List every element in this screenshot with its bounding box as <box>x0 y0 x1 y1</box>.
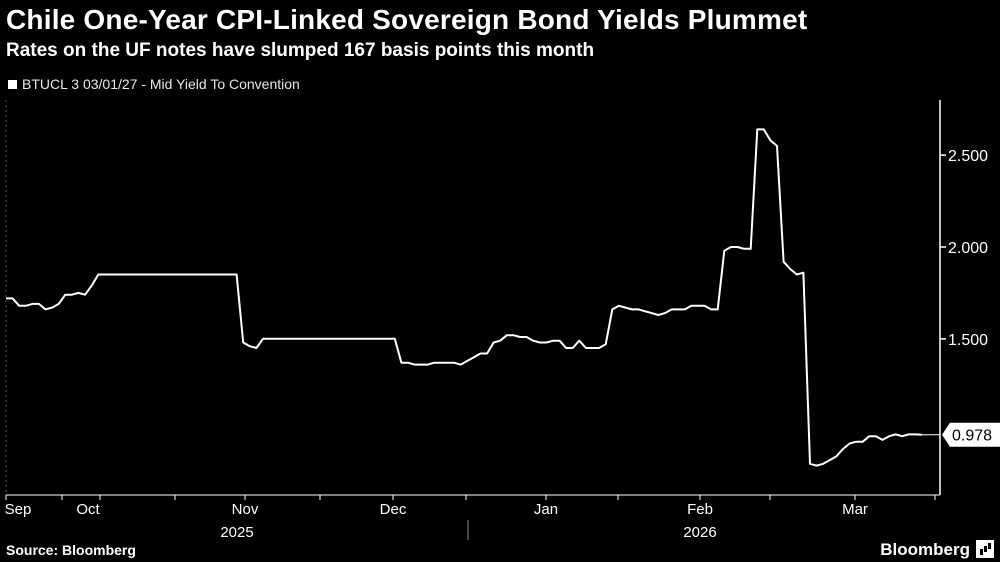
last-value-label: 0.978 <box>952 428 992 445</box>
brand-logo-text: Bloomberg <box>880 540 970 559</box>
x-tick-label: Oct <box>76 501 100 518</box>
x-tick-label: Feb <box>687 501 713 518</box>
source-note: Source: Bloomberg <box>6 542 136 558</box>
chart-title: Chile One-Year CPI-Linked Sovereign Bond… <box>6 4 808 35</box>
y-tick-label: 2.500 <box>948 148 988 165</box>
series-line-btucl <box>6 128 923 467</box>
chart-axes <box>5 100 946 540</box>
x-tick-label: Nov <box>232 501 259 518</box>
x-tick-label: Dec <box>380 501 407 518</box>
series-group <box>6 128 923 467</box>
x-year-label: 2026 <box>683 524 716 541</box>
legend: BTUCL 3 03/01/27 - Mid Yield To Conventi… <box>8 76 300 92</box>
y-tick-label: 2.000 <box>948 240 988 257</box>
x-tick-label: Sep <box>5 501 32 518</box>
x-year-label: 2025 <box>220 524 253 541</box>
chart-subtitle: Rates on the UF notes have slumped 167 b… <box>6 40 595 61</box>
legend-swatch <box>8 79 17 89</box>
last-value-tag <box>942 422 1000 447</box>
bar-chart-icon <box>976 540 994 558</box>
x-tick-label: Jan <box>534 501 558 518</box>
legend-label: BTUCL 3 03/01/27 - Mid Yield To Conventi… <box>22 76 300 92</box>
chart-labels: 1.500 2.000 2.500 Sep Oct Nov Dec Jan Feb Mar 2025… <box>5 148 1000 541</box>
y-tick-label: 1.500 <box>948 332 988 349</box>
x-tick-label: Mar <box>842 501 868 518</box>
